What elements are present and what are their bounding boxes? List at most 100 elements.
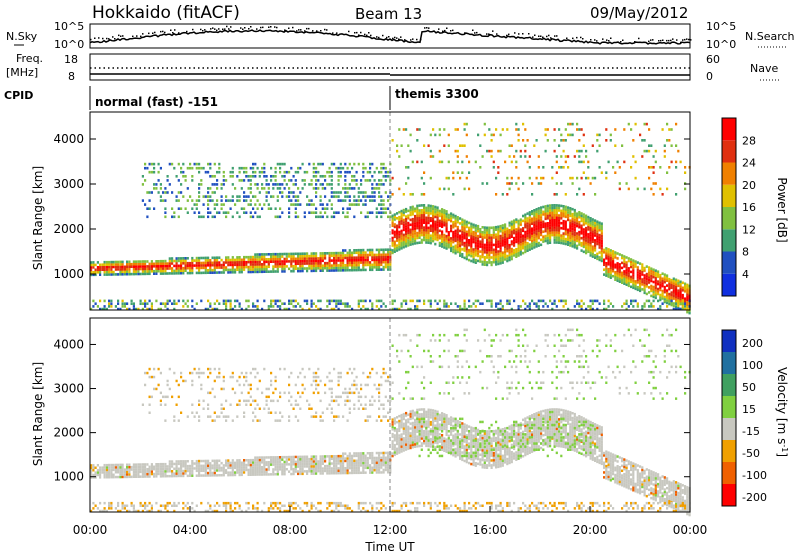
velocity-cell <box>137 473 140 476</box>
power-cell <box>546 229 549 232</box>
power-cell <box>506 182 509 185</box>
power-cell <box>645 292 648 296</box>
velocity-cell <box>279 463 282 466</box>
noise-search-dot <box>118 34 120 37</box>
velocity-cell <box>220 387 223 391</box>
power-cell <box>132 305 135 308</box>
power-cell <box>297 255 300 258</box>
power-cell <box>598 302 601 305</box>
power-cell <box>310 299 313 303</box>
power-cell <box>204 256 207 260</box>
power-cell <box>308 162 311 166</box>
power-cell <box>310 183 313 186</box>
power-cell <box>605 252 608 255</box>
power-cell <box>666 139 669 142</box>
power-cell <box>585 214 588 218</box>
power-cell <box>371 268 374 272</box>
power-cell <box>632 261 635 265</box>
velocity-cell <box>249 403 252 406</box>
power-cell <box>216 183 219 186</box>
power-cell <box>652 280 655 284</box>
power-cell <box>231 256 234 259</box>
power-cell <box>533 213 536 217</box>
power-cell <box>186 199 189 202</box>
power-cell <box>537 155 540 158</box>
power-cell <box>555 160 558 164</box>
power-cell <box>236 261 239 264</box>
power-cell <box>522 246 525 250</box>
power-cell <box>216 266 219 269</box>
power-cell <box>648 276 651 279</box>
power-cell <box>663 273 666 276</box>
velocity-cell <box>256 507 259 510</box>
power-cell <box>261 183 264 186</box>
power-cell <box>405 230 408 233</box>
velocity-cell <box>252 504 255 507</box>
velocity-cell <box>279 460 282 464</box>
power-cell <box>668 128 671 131</box>
power-cell <box>456 149 459 153</box>
power-cell <box>609 271 612 274</box>
noise-search-dot <box>594 39 596 41</box>
power-cell <box>450 239 453 243</box>
power-cell <box>301 254 304 258</box>
velocity-cell <box>252 473 255 476</box>
velocity-cell <box>290 395 293 399</box>
power-cell <box>537 226 540 230</box>
power-cell <box>144 203 147 206</box>
velocity-cell <box>182 501 185 505</box>
noise-search-dot <box>652 39 654 41</box>
power-cell <box>177 264 180 268</box>
power-cell <box>461 230 464 234</box>
power-cell <box>443 246 446 249</box>
velocity-cell <box>94 504 97 507</box>
power-cell <box>508 253 511 257</box>
velocity-cell <box>101 509 104 513</box>
power-cell <box>670 293 673 297</box>
power-cell <box>357 162 360 166</box>
power-cell <box>234 261 237 264</box>
power-cell <box>427 211 430 215</box>
power-cell <box>515 160 518 164</box>
noise-search-dot <box>446 27 448 29</box>
power-cell <box>333 266 336 270</box>
velocity-cell <box>175 465 178 468</box>
power-cell <box>344 183 347 186</box>
cpid-segment-2: themis 3300 <box>395 87 479 101</box>
power-cell <box>456 128 459 131</box>
noise-search-dot <box>572 37 574 40</box>
power-cell <box>490 256 493 259</box>
velocity-cell <box>150 509 153 513</box>
velocity-cell <box>279 465 282 469</box>
power-cell <box>279 252 282 256</box>
power-cell <box>625 268 628 272</box>
power-cell <box>353 195 356 198</box>
power-cell <box>459 217 462 220</box>
power-cell <box>213 203 216 206</box>
velocity-cell <box>258 458 261 462</box>
power-cell <box>247 260 250 264</box>
power-cell <box>580 236 583 240</box>
power-cell <box>659 166 662 169</box>
power-cell <box>171 162 174 166</box>
power-cell <box>499 237 502 240</box>
power-cell <box>337 299 340 303</box>
power-cell <box>141 267 144 271</box>
power-cell <box>132 272 135 276</box>
power-cell <box>182 257 185 260</box>
power-cell <box>328 299 331 303</box>
power-cell <box>411 230 414 233</box>
noise-search-dot <box>596 40 598 42</box>
velocity-cell <box>177 460 180 463</box>
power-cell <box>537 166 540 169</box>
power-cell <box>333 254 336 257</box>
power-cell <box>564 242 567 246</box>
power-cell <box>373 170 376 174</box>
power-cell <box>596 139 599 142</box>
velocity-cell <box>177 462 180 466</box>
noise-search-dot <box>108 38 110 40</box>
power-cell <box>263 260 266 264</box>
power-cell <box>450 302 453 305</box>
power-cell <box>139 265 142 268</box>
power-cell <box>567 307 570 311</box>
